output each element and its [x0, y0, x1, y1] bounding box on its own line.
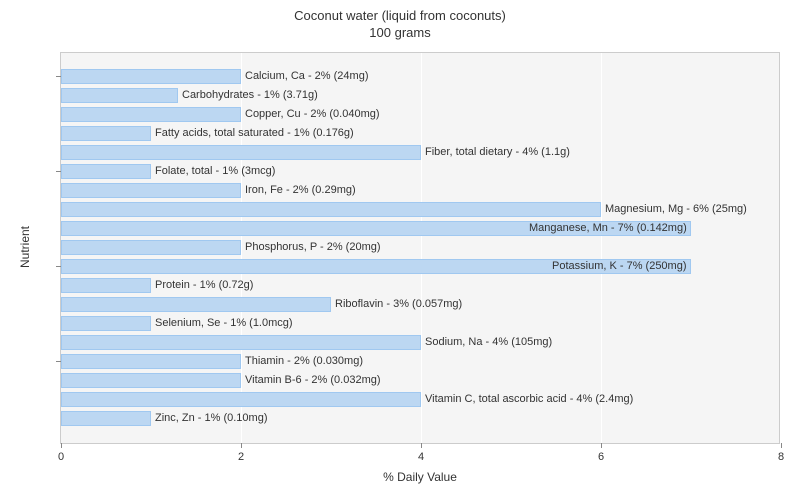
nutrient-bar: [61, 183, 241, 198]
x-tick: [421, 443, 422, 448]
nutrient-label: Fatty acids, total saturated - 1% (0.176…: [155, 128, 354, 139]
x-tick-label: 8: [778, 451, 784, 463]
y-tick: [56, 76, 61, 77]
y-tick: [56, 361, 61, 362]
nutrient-bar: [61, 164, 151, 179]
nutrient-bar: [61, 240, 241, 255]
nutrient-bar: [61, 411, 151, 426]
nutrient-bar: [61, 354, 241, 369]
title-line-1: Coconut water (liquid from coconuts): [0, 8, 800, 25]
nutrient-bar: [61, 373, 241, 388]
nutrient-bar: [61, 88, 178, 103]
nutrient-label: Selenium, Se - 1% (1.0mcg): [155, 318, 293, 329]
nutrient-label: Manganese, Mn - 7% (0.142mg): [529, 223, 687, 234]
nutrient-label: Magnesium, Mg - 6% (25mg): [605, 204, 747, 215]
nutrient-bar: [61, 202, 601, 217]
nutrient-label: Vitamin B-6 - 2% (0.032mg): [245, 375, 381, 386]
y-axis-label: Nutrient: [18, 226, 32, 268]
nutrient-label: Folate, total - 1% (3mcg): [155, 166, 275, 177]
nutrient-label: Riboflavin - 3% (0.057mg): [335, 299, 462, 310]
nutrient-bar: [61, 335, 421, 350]
nutrient-bar: [61, 278, 151, 293]
x-tick: [601, 443, 602, 448]
chart-title: Coconut water (liquid from coconuts) 100…: [0, 0, 800, 42]
x-axis-label: % Daily Value: [60, 470, 780, 484]
nutrient-label: Zinc, Zn - 1% (0.10mg): [155, 413, 267, 424]
y-tick: [56, 171, 61, 172]
x-tick-label: 6: [598, 451, 604, 463]
nutrient-label: Copper, Cu - 2% (0.040mg): [245, 109, 380, 120]
nutrient-bar: [61, 145, 421, 160]
nutrient-label: Potassium, K - 7% (250mg): [552, 261, 687, 272]
nutrient-bar: [61, 126, 151, 141]
x-tick: [61, 443, 62, 448]
nutrient-label: Protein - 1% (0.72g): [155, 280, 253, 291]
nutrient-label: Phosphorus, P - 2% (20mg): [245, 242, 381, 253]
gridline: [241, 53, 242, 443]
nutrient-label: Sodium, Na - 4% (105mg): [425, 337, 552, 348]
nutrient-label: Carbohydrates - 1% (3.71g): [182, 90, 318, 101]
x-tick-label: 2: [238, 451, 244, 463]
x-tick: [241, 443, 242, 448]
plot-area: 02468Calcium, Ca - 2% (24mg)Carbohydrate…: [60, 52, 780, 444]
nutrient-bar: [61, 316, 151, 331]
x-tick: [781, 443, 782, 448]
nutrient-label: Fiber, total dietary - 4% (1.1g): [425, 147, 570, 158]
nutrient-bar: [61, 107, 241, 122]
gridline: [421, 53, 422, 443]
x-tick-label: 4: [418, 451, 424, 463]
title-line-2: 100 grams: [0, 25, 800, 42]
nutrient-label: Iron, Fe - 2% (0.29mg): [245, 185, 356, 196]
gridline: [601, 53, 602, 443]
x-tick-label: 0: [58, 451, 64, 463]
nutrient-label: Thiamin - 2% (0.030mg): [245, 356, 363, 367]
y-tick: [56, 266, 61, 267]
nutrient-bar: [61, 69, 241, 84]
chart-container: Coconut water (liquid from coconuts) 100…: [0, 0, 800, 500]
nutrient-label: Vitamin C, total ascorbic acid - 4% (2.4…: [425, 394, 633, 405]
nutrient-bar: [61, 297, 331, 312]
nutrient-label: Calcium, Ca - 2% (24mg): [245, 71, 368, 82]
nutrient-bar: [61, 392, 421, 407]
